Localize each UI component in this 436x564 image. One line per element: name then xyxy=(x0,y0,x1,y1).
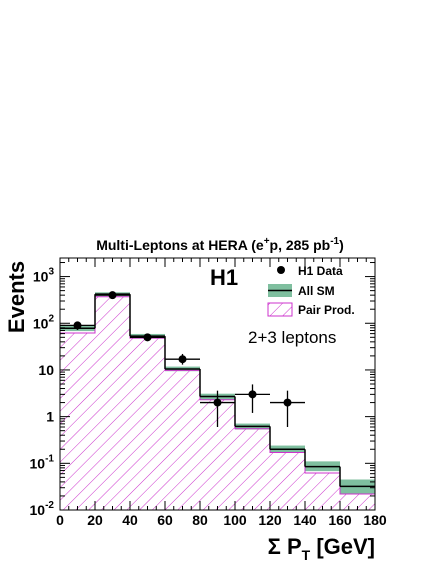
experiment-label: H1 xyxy=(210,265,238,290)
y-tick-label: 10-2 xyxy=(30,500,55,518)
y-axis-label: Events xyxy=(4,261,29,333)
legend-data-label: H1 Data xyxy=(298,264,343,278)
x-axis-ticks: 0 20 40 60 80 100 120 140 160 180 xyxy=(56,258,387,528)
data-point xyxy=(108,291,117,300)
data-point xyxy=(143,333,152,342)
y-tick-label: 102 xyxy=(33,313,55,331)
legend-pair-swatch xyxy=(267,302,293,317)
x-tick-label: 140 xyxy=(293,512,317,528)
x-tick-label: 60 xyxy=(157,512,173,528)
y-axis-ticks: 10-2 10-1 1 10 102 103 xyxy=(30,262,375,518)
x-tick-label: 20 xyxy=(87,512,103,528)
data-point xyxy=(248,390,257,399)
legend-data-marker xyxy=(277,266,285,274)
data-point xyxy=(213,398,222,407)
x-tick-label: 80 xyxy=(192,512,208,528)
data-point xyxy=(178,355,187,364)
x-tick-label: 160 xyxy=(328,512,352,528)
x-tick-label: 0 xyxy=(56,512,64,528)
y-tick-label: 10 xyxy=(38,362,54,378)
x-tick-label: 180 xyxy=(363,512,387,528)
y-tick-label: 103 xyxy=(33,267,55,285)
data-point xyxy=(73,321,82,330)
chart-title: Multi-Leptons at HERA (e+p, 285 pb-1) xyxy=(96,236,344,253)
y-tick-label: 10-1 xyxy=(30,453,55,471)
legend: H1 Data All SM Pair Prod. xyxy=(267,264,355,317)
y-tick-label: 1 xyxy=(46,409,54,425)
x-axis-label: Σ PT [GeV] xyxy=(268,534,375,563)
x-tick-label: 100 xyxy=(223,512,247,528)
legend-pair-label: Pair Prod. xyxy=(298,303,355,317)
lepton-annotation: 2+3 leptons xyxy=(248,328,336,347)
legend-sm-label: All SM xyxy=(298,284,335,298)
data-point xyxy=(283,398,292,407)
x-tick-label: 40 xyxy=(122,512,138,528)
h1-data-points xyxy=(60,291,305,427)
x-tick-label: 120 xyxy=(258,512,282,528)
